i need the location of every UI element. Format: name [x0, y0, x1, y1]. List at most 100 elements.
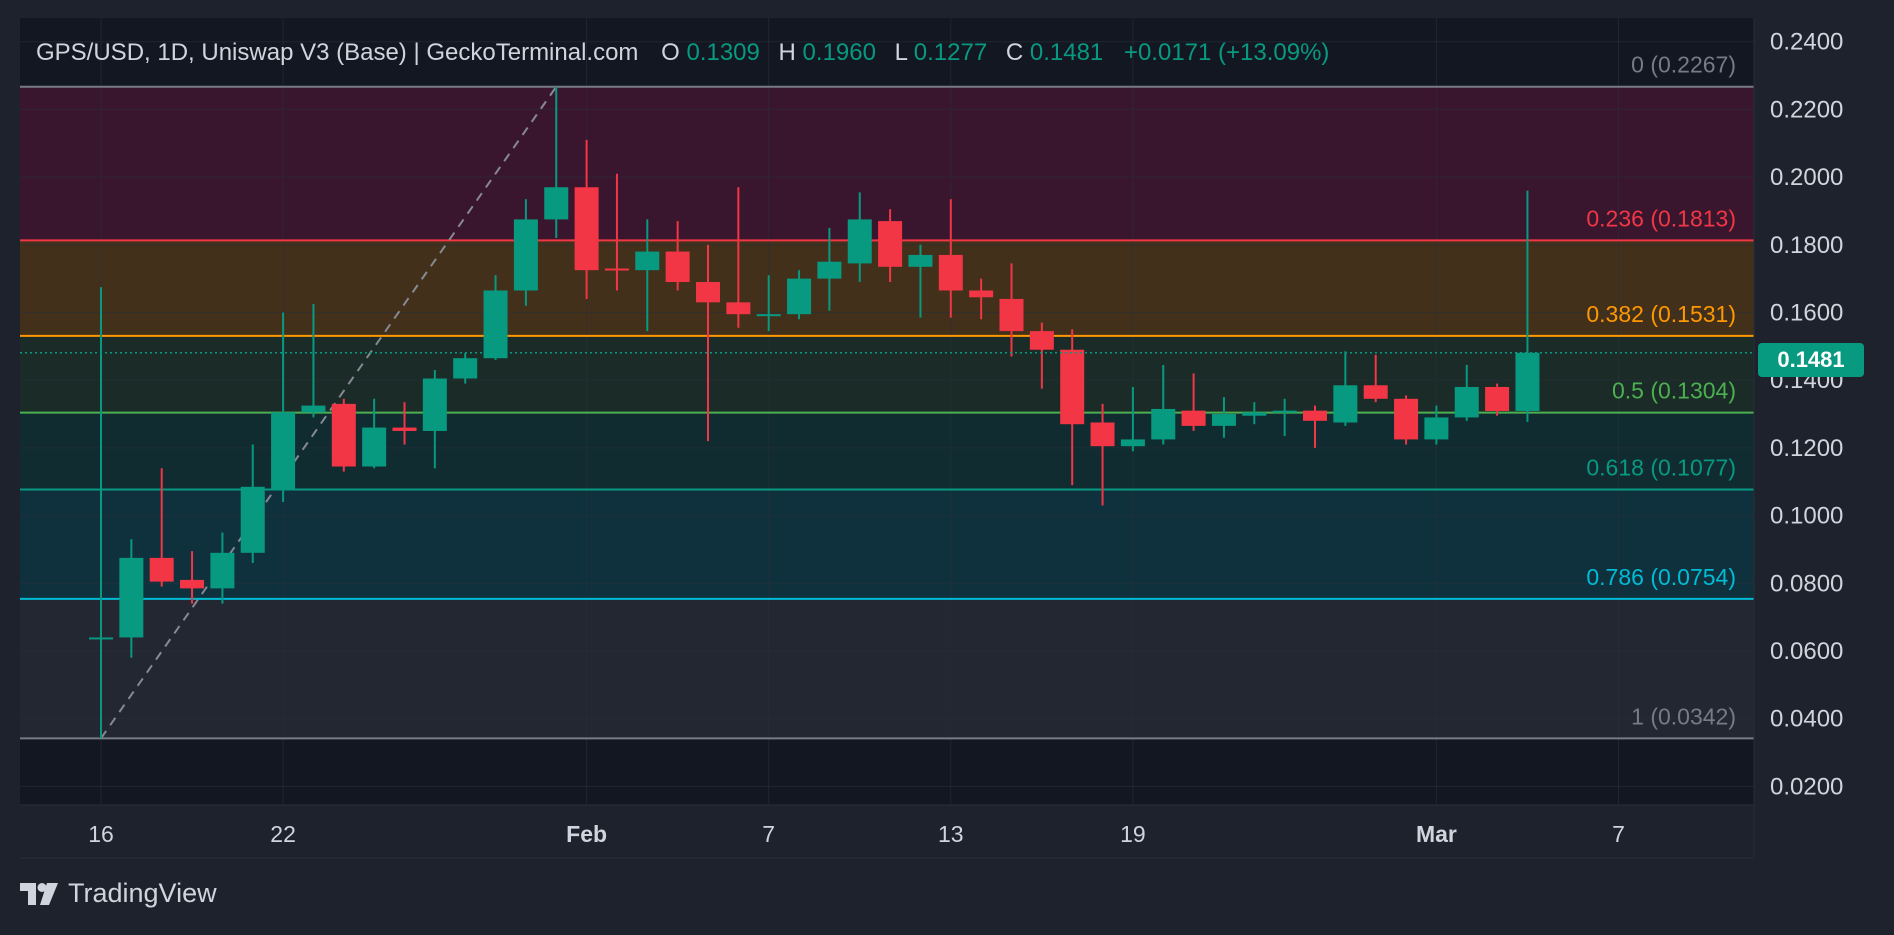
candle-42[interactable]	[1363, 354, 1388, 403]
y-tick-label: 0.1200	[1770, 435, 1843, 462]
candle-37[interactable]	[1211, 397, 1236, 438]
candle-25[interactable]	[847, 192, 872, 283]
candle-body	[422, 378, 447, 431]
candle-35[interactable]	[1151, 364, 1176, 445]
candle-8[interactable]	[331, 398, 356, 472]
candle-9[interactable]	[362, 398, 387, 469]
candle-38[interactable]	[1242, 402, 1267, 425]
candle-31[interactable]	[1029, 322, 1054, 389]
candle-26[interactable]	[878, 209, 903, 283]
candle-1[interactable]	[119, 539, 144, 658]
candle-body	[1303, 410, 1327, 421]
candle-24[interactable]	[817, 227, 842, 311]
candle-body	[787, 278, 812, 315]
last-price-badge: 0.1481	[1758, 343, 1864, 377]
candle-0[interactable]	[89, 287, 113, 739]
fib-level-labels: 0 (0.2267) 0.236 (0.1813) 0.382 (0.1531) 0.…	[1586, 52, 1736, 730]
candle-body	[392, 427, 417, 431]
candle-body	[1120, 439, 1145, 447]
grid-lines	[20, 18, 1754, 805]
candle-36[interactable]	[1181, 373, 1206, 431]
candle-body	[756, 314, 781, 317]
fib-zone-0.5	[20, 412, 1754, 490]
fib-label-0: 0 (0.2267)	[1631, 52, 1736, 78]
candle-body	[1151, 408, 1176, 440]
candle-20[interactable]	[696, 244, 720, 442]
fib-label-0.382: 0.382 (0.1531)	[1586, 301, 1736, 327]
candle-body	[301, 405, 326, 413]
fib-label-0.618: 0.618 (0.1077)	[1586, 455, 1736, 481]
candle-13[interactable]	[483, 275, 508, 360]
open-label: O	[661, 39, 680, 66]
candle-6[interactable]	[271, 312, 296, 503]
x-tick-label: 7	[1612, 821, 1625, 847]
candle-39[interactable]	[1272, 398, 1297, 437]
candle-44[interactable]	[1424, 405, 1449, 445]
candle-28[interactable]	[938, 199, 963, 318]
x-tick-label: 13	[938, 821, 964, 847]
candle-12[interactable]	[453, 353, 478, 384]
candle-body	[1515, 352, 1540, 411]
candle-7[interactable]	[301, 304, 326, 418]
candle-46[interactable]	[1485, 383, 1510, 416]
candle-21[interactable]	[726, 187, 751, 328]
y-tick-label: 0.1000	[1770, 503, 1843, 530]
candle-18[interactable]	[635, 219, 660, 332]
y-tick-label: 0.1800	[1770, 232, 1843, 259]
candle-body	[1454, 386, 1479, 418]
candle-43[interactable]	[1394, 395, 1419, 445]
candle-11[interactable]	[422, 370, 447, 469]
close-label: C	[1006, 39, 1023, 66]
change-value: +0.0171 (+13.09%)	[1124, 39, 1330, 66]
candle-body	[1363, 385, 1388, 399]
candle-5[interactable]	[240, 444, 265, 563]
fib-zone-0.618	[20, 489, 1754, 599]
candle-3[interactable]	[180, 551, 205, 604]
candle-30[interactable]	[999, 263, 1024, 357]
candle-body	[271, 412, 296, 491]
candle-33[interactable]	[1090, 403, 1115, 506]
candle-23[interactable]	[787, 270, 812, 320]
candle-body	[847, 219, 872, 264]
candle-47[interactable]	[1515, 190, 1540, 422]
fib-trend-line	[100, 86, 558, 739]
candle-body	[180, 579, 205, 589]
candle-19[interactable]	[665, 221, 690, 291]
candle-body	[817, 261, 842, 279]
candle-22[interactable]	[756, 275, 781, 332]
candle-14[interactable]	[513, 199, 538, 306]
y-tick-label: 0.2400	[1770, 29, 1843, 56]
candle-body	[1029, 331, 1054, 350]
candles[interactable]	[89, 86, 1540, 739]
candle-4[interactable]	[210, 532, 235, 604]
open-value: 0.1309	[686, 39, 759, 66]
candle-body	[149, 557, 174, 582]
tradingview-brand[interactable]: TradingView	[20, 878, 217, 909]
candle-body	[513, 219, 538, 291]
candle-41[interactable]	[1333, 351, 1358, 426]
candle-32[interactable]	[1060, 329, 1085, 486]
time-axis[interactable]: 16 22 Feb 7 13 19 Mar 7	[20, 804, 1754, 859]
candle-45[interactable]	[1454, 364, 1479, 421]
candle-29[interactable]	[969, 278, 994, 320]
candle-16[interactable]	[574, 139, 599, 299]
candle-27[interactable]	[908, 244, 933, 318]
candle-15[interactable]	[544, 86, 569, 239]
candle-body	[1272, 410, 1297, 413]
candle-body	[119, 557, 144, 638]
candle-body	[210, 552, 235, 589]
price-axis[interactable]: 0.24000.22000.20000.18000.16000.14000.12…	[1753, 18, 1843, 858]
candle-body	[665, 251, 690, 283]
candle-34[interactable]	[1120, 386, 1145, 452]
candle-40[interactable]	[1303, 405, 1327, 448]
candle-body	[544, 187, 569, 220]
candle-2[interactable]	[149, 468, 174, 587]
candle-10[interactable]	[392, 402, 417, 445]
symbol-legend[interactable]: GPS/USD, 1D, Uniswap V3 (Base) | GeckoTe…	[36, 39, 1329, 66]
fib-label-0.5: 0.5 (0.1304)	[1612, 378, 1736, 404]
candle-17[interactable]	[604, 173, 629, 291]
candle-body	[1424, 417, 1449, 440]
tradingview-logo-icon	[20, 882, 58, 905]
